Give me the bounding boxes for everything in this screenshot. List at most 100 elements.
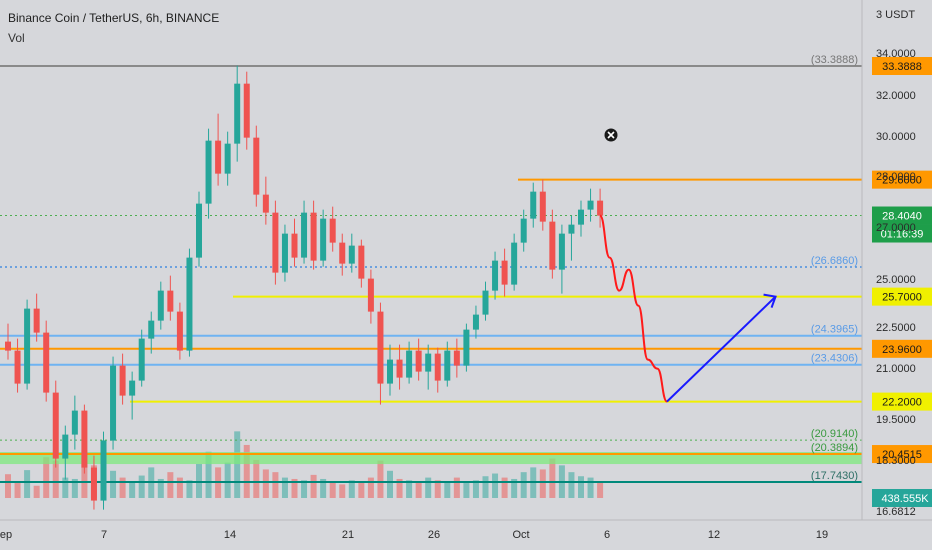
countdown-text: 01:16:39 [881,229,924,241]
candle-body [482,290,489,315]
candle-body [367,278,374,312]
x-tick-label: 19 [816,529,828,541]
price-badge-text: 25.7000 [882,292,922,304]
price-badge [872,339,932,358]
volume-bar [406,480,413,498]
candle-body [90,467,97,501]
close-icon-cross [607,131,615,139]
volume-bar [482,476,489,498]
price-badge [872,206,932,225]
y-tick-label: 16.6812 [876,506,916,518]
candle-body [5,341,11,351]
volume-bar [415,483,422,498]
projection-arrowhead [763,293,777,308]
volume-bar [262,469,269,498]
candle-body [176,311,183,351]
y-tick-label: 18.3000 [876,455,916,467]
candle-body [148,320,155,339]
y-tick-label: 3 USDT [876,9,915,21]
volume-bar [501,477,508,498]
candle-body [329,218,336,243]
candle-body [24,308,31,384]
candle-body [186,257,193,351]
projection-drop-path [599,214,668,403]
volume-bar [5,474,11,498]
price-badge-text: 28.4040 [882,211,922,223]
volume-bar [281,477,288,498]
x-tick-label: ep [0,529,12,541]
candle-body [243,83,250,138]
candle-body [253,137,260,195]
candle-body [310,212,317,261]
volume-bar [568,472,575,498]
candle-body [539,191,546,222]
candle-body [453,350,460,366]
volume-bar [167,472,174,498]
volume-bar [425,477,432,498]
candle-body [492,260,499,291]
candle-body [463,329,470,366]
candle-body [549,221,556,270]
x-tick-label: 14 [224,529,236,541]
candle-body [138,338,145,381]
volume-bar [272,472,279,498]
volume-bar [444,481,451,498]
level-label: (17.7430) [811,470,858,482]
volume-bar [52,460,59,498]
x-tick-label: Oct [512,529,529,541]
volume-bar [157,478,164,498]
candle-body [472,314,479,330]
candle-body [62,434,69,459]
candle-body [167,290,174,312]
candle-body [110,365,117,441]
volume-bar [62,477,69,498]
volume-bar [24,470,31,498]
price-badge-text: 20.4515 [882,449,922,461]
candle-body [568,224,575,234]
volume-bar [377,460,384,498]
price-badge [872,57,932,75]
level-label: (24.3965) [811,324,858,336]
volume-bar [453,477,460,498]
candle-body [196,203,202,258]
y-tick-label: 34.0000 [876,48,916,60]
volume-bar [387,470,393,498]
countdown-badge [872,224,932,243]
price-badge-text: 23.9600 [882,344,922,356]
y-tick-label: 19.5000 [876,414,916,426]
candle-body [387,359,393,384]
candle-body [71,410,78,435]
price-badge [872,445,932,464]
candle-body [52,392,59,459]
level-label: (20.3894) [811,442,858,454]
level-label: (23.4306) [811,353,858,365]
level-label: (20.9140) [811,428,858,440]
volume-bar [43,457,50,498]
candle-body [520,218,527,243]
candle-body [511,242,518,285]
candle-body [119,365,126,396]
volume-bar [71,478,78,498]
candle-body [348,245,355,264]
volume-bar [520,472,527,498]
y-tick-label: 21.0000 [876,363,916,375]
volume-bar [587,477,594,498]
candle-body [262,194,269,213]
volume-bar [119,477,126,498]
volume-bar [434,480,441,498]
volume-bar [14,483,21,498]
candle-body [43,332,50,393]
volume-bar [396,478,403,498]
volume-bar [310,474,317,498]
price-badge-text: 22.2000 [882,397,922,409]
candle-body [406,350,413,378]
volume-bar [358,483,365,498]
volume-badge [872,489,932,507]
candle-body [301,212,308,258]
y-tick-label: 22.5000 [876,322,916,334]
candle-body [100,440,107,501]
candle-body [558,233,565,270]
volume-bar [597,481,604,498]
candle-body [415,350,422,372]
